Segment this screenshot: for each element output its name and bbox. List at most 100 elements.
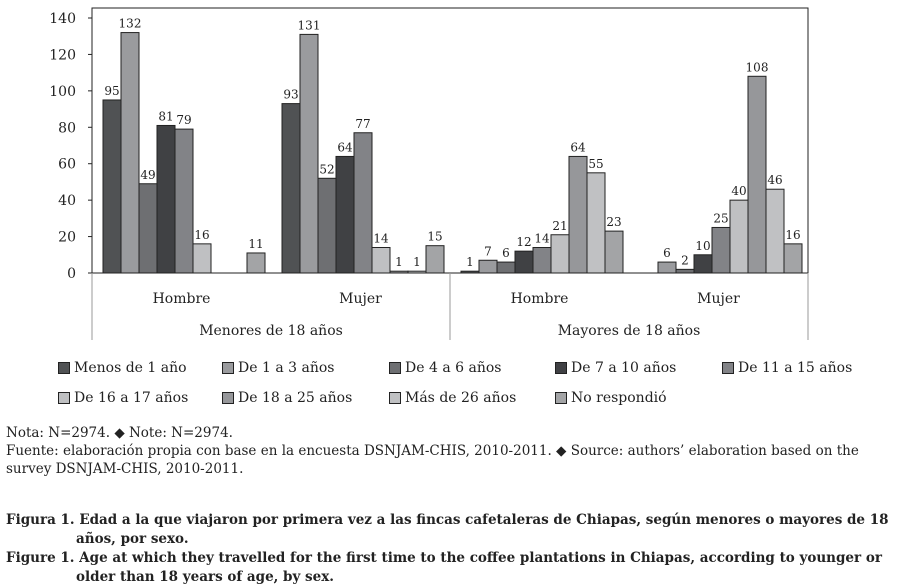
legend-label: Más de 26 años [405, 390, 517, 406]
legend-swatch [58, 392, 70, 404]
subgroup-label: Hombre [153, 291, 211, 307]
legend-item: De 1 a 3 años [222, 360, 334, 376]
bar [120, 32, 140, 274]
data-label: 16 [785, 228, 800, 242]
data-label: 21 [552, 219, 567, 233]
bar [604, 230, 624, 274]
bar [192, 243, 212, 274]
legend-item: No respondió [555, 390, 667, 406]
legend-item: De 18 a 25 años [222, 390, 352, 406]
legend-item: Menos de 1 año [58, 360, 187, 376]
data-label: 49 [140, 168, 155, 182]
bar [657, 261, 677, 274]
bar [389, 270, 409, 274]
data-label: 131 [298, 18, 321, 32]
data-label: 81 [158, 109, 173, 123]
legend-swatch [555, 362, 567, 374]
legend-item: Más de 26 años [389, 390, 516, 406]
bar [425, 245, 445, 274]
legend-label: De 16 a 17 años [74, 390, 189, 406]
bar [550, 234, 570, 274]
bar [765, 188, 785, 274]
y-tick-label: 100 [49, 84, 76, 100]
y-tick-label: 40 [58, 193, 76, 209]
bar [246, 252, 266, 274]
data-label: 6 [663, 246, 671, 260]
data-label: 40 [731, 184, 746, 198]
data-label: 77 [355, 117, 370, 131]
bar [568, 155, 588, 274]
legend-label: De 1 a 3 años [238, 360, 335, 376]
data-label: 7 [484, 244, 492, 258]
legend-swatch [722, 362, 734, 374]
legend-swatch [555, 392, 567, 404]
bar [693, 254, 713, 274]
data-label: 132 [119, 17, 142, 31]
legend-label: Menos de 1 año [74, 360, 187, 376]
bar [586, 172, 606, 274]
bar [335, 155, 355, 274]
data-label: 14 [534, 232, 550, 246]
legend-label: De 7 a 10 años [571, 360, 677, 376]
subgroup-label: Mujer [339, 291, 382, 307]
y-tick-label: 0 [67, 266, 76, 282]
legend-label: No respondió [571, 390, 667, 406]
notes: Nota: N=2974. ◆ Note: N=2974. Fuente: el… [6, 424, 902, 478]
y-tick-label: 60 [58, 157, 76, 173]
legend-label: De 11 a 15 años [738, 360, 853, 376]
data-label: 1 [466, 255, 474, 269]
data-label: 93 [283, 88, 298, 102]
caption-es: Figura 1. Edad a la que viajaron por pri… [6, 512, 889, 547]
data-label: 6 [502, 246, 510, 260]
data-label: 52 [319, 162, 334, 176]
bar [174, 128, 194, 274]
legend-item: De 16 a 17 años [58, 390, 188, 406]
data-label: 79 [176, 113, 191, 127]
data-label: 23 [606, 215, 621, 229]
bar [102, 99, 122, 274]
data-label: 2 [681, 253, 689, 267]
group-label: Mayores de 18 años [558, 323, 701, 339]
subgroup-label: Hombre [511, 291, 569, 307]
legend-swatch [389, 362, 401, 374]
bar [729, 199, 749, 274]
subgroup-label: Mujer [697, 291, 740, 307]
data-label: 11 [248, 237, 263, 251]
legend-label: De 18 a 25 años [238, 390, 353, 406]
legend-swatch [222, 392, 234, 404]
bar [353, 132, 373, 274]
y-tick-label: 120 [49, 47, 76, 63]
data-label: 10 [695, 239, 710, 253]
legend-swatch [222, 362, 234, 374]
data-label: 95 [104, 84, 119, 98]
bar [407, 270, 427, 274]
legend-item: De 7 a 10 años [555, 360, 676, 376]
legend-item: De 11 a 15 años [722, 360, 852, 376]
data-label: 46 [767, 173, 782, 187]
bar [371, 247, 391, 274]
y-tick-label: 20 [58, 230, 76, 246]
bar [299, 33, 319, 274]
note-source: Fuente: elaboración propia con base en l… [6, 443, 859, 477]
note-n: Nota: N=2974. ◆ Note: N=2974. [6, 425, 233, 441]
data-label: 1 [413, 255, 421, 269]
data-label: 55 [588, 157, 603, 171]
caption-en: Figure 1. Age at which they travelled fo… [6, 550, 882, 585]
data-label: 64 [570, 140, 586, 154]
figure-caption: Figura 1. Edad a la que viajaron por pri… [6, 511, 906, 587]
data-label: 15 [427, 230, 442, 244]
data-label: 64 [337, 140, 353, 154]
bar [478, 259, 498, 274]
bar [675, 268, 695, 274]
bar [532, 247, 552, 274]
data-label: 12 [516, 235, 531, 249]
data-label: 14 [373, 232, 389, 246]
data-label: 25 [713, 211, 728, 225]
group-label: Menores de 18 años [199, 323, 343, 339]
legend-label: De 4 a 6 años [405, 360, 502, 376]
bar [783, 243, 803, 274]
bar [514, 250, 534, 274]
y-tick-label: 140 [49, 11, 76, 27]
y-tick-label: 80 [58, 120, 76, 136]
bar [711, 226, 731, 274]
